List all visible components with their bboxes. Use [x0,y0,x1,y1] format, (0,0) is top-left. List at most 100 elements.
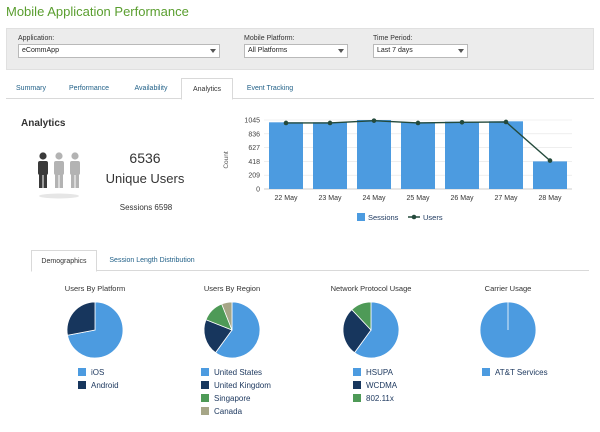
application-label: Application: [18,35,55,42]
users-point [371,118,377,123]
legend-swatch [201,407,209,415]
application-select[interactable]: eCommApp [18,44,220,58]
legend-users-label: Users [423,213,443,222]
bar [269,122,303,189]
users-point [283,120,289,126]
legend-item: United Kingdom [201,381,271,394]
region-pie-title: Users By Region [203,284,261,293]
legend-swatch [353,394,361,402]
legend-swatch [201,394,209,402]
legend-sessions-label: Sessions [368,213,399,222]
x-tick-label: 28 May [539,195,562,202]
legend-swatch [353,381,361,389]
y-axis-label: Count [223,151,230,169]
pie-slice [214,301,261,359]
legend-label: 802.11x [366,394,394,403]
platform-label: Mobile Platform: [244,35,295,42]
x-tick-label: 23 May [319,195,342,202]
legend-item: Android [78,381,119,394]
filter-bar: Application: eCommApp Mobile Platform: A… [6,28,594,70]
legend-label: WCDMA [366,381,398,390]
platform-pie-title: Users By Platform [64,284,126,293]
legend-item: Canada [201,407,271,420]
y-tick-label: 209 [248,173,260,180]
legend-label: Android [91,381,119,390]
pie-slice [353,301,400,359]
legend-item: 802.11x [353,394,397,407]
legend-item: AT&T Services [482,368,548,381]
x-tick-label: 25 May [407,195,430,202]
users-icon [38,152,80,199]
chevron-down-icon [338,49,344,53]
platform-select[interactable]: All Platforms [244,44,348,58]
bar [489,121,523,189]
users-point [547,158,553,163]
x-axis-ticks: 22 May 23 May 24 May 25 May 26 May 27 May 28 M… [275,195,562,202]
y-tick-label: 836 [248,131,260,138]
pie-slice [342,309,372,354]
network-panel: Network Protocol Usage [311,284,431,362]
bar [401,122,435,189]
period-select[interactable]: Last 7 days [373,44,468,58]
legend-item: HSUPA [353,368,397,381]
sessions-total: Sessions 6598 [119,203,173,212]
platform-pie [66,301,124,359]
platform-panel: Users By Platform [35,284,155,362]
platform-legend: iOS Android [78,368,119,394]
x-tick-label: 24 May [363,195,386,202]
legend-swatch [353,368,361,376]
sessions-users-chart: Count 1045 836 627 418 209 0 22 May 23 May 24 M… [223,118,572,222]
period-filter: Time Period: Last 7 days [373,35,468,58]
users-point [503,119,509,125]
sessions-bars [269,120,567,189]
period-label: Time Period: [373,35,413,42]
bar [313,122,347,189]
legend-swatch [201,368,209,376]
network-pie [342,301,400,359]
bar [533,161,567,189]
region-legend: United States United Kingdom Singapore C… [201,368,271,420]
tab-analytics[interactable]: Analytics [181,78,233,100]
x-tick-label: 22 May [275,195,298,202]
legend-swatch [201,381,209,389]
legend-item: WCDMA [353,381,397,394]
chart-legend: Sessions Users [357,213,443,222]
tab-demographics[interactable]: Demographics [31,250,97,272]
network-legend: HSUPA WCDMA 802.11x [353,368,397,407]
legend-label: Singapore [214,394,251,403]
tab-availability[interactable]: Availability [134,85,168,92]
carrier-pie-title: Carrier Usage [484,284,532,293]
legend-item: Singapore [201,394,271,407]
legend-swatch [78,381,86,389]
tab-session-length[interactable]: Session Length Distribution [109,257,195,264]
users-line [283,118,553,163]
legend-users-marker [411,214,417,220]
legend-label: United States [214,368,263,377]
y-tick-label: 0 [256,187,260,194]
carrier-pie [479,301,537,359]
tab-performance[interactable]: Performance [68,85,110,92]
tab-summary[interactable]: Summary [16,85,46,92]
legend-label: HSUPA [366,368,393,377]
region-pie [203,301,261,359]
bar [357,120,391,189]
tab-event-tracking[interactable]: Event Tracking [246,85,294,92]
main-tabs: Summary Performance Availability Analyti… [6,78,594,100]
users-point [327,120,333,126]
legend-label: Canada [214,407,243,416]
unique-users-label: Unique Users [105,171,185,186]
users-point [415,120,421,126]
application-filter: Application: eCommApp [18,35,220,58]
legend-item: iOS [78,368,119,381]
y-tick-label: 627 [248,145,260,152]
x-tick-label: 26 May [451,195,474,202]
legend-item: United States [201,368,271,381]
y-tick-label: 418 [248,159,260,166]
x-tick-label: 27 May [495,195,518,202]
pie-slice [203,319,233,354]
region-panel: Users By Region [172,284,292,362]
legend-label: United Kingdom [214,381,271,390]
legend-label: AT&T Services [495,368,548,377]
carrier-legend: AT&T Services [482,368,548,381]
bar [445,121,479,189]
